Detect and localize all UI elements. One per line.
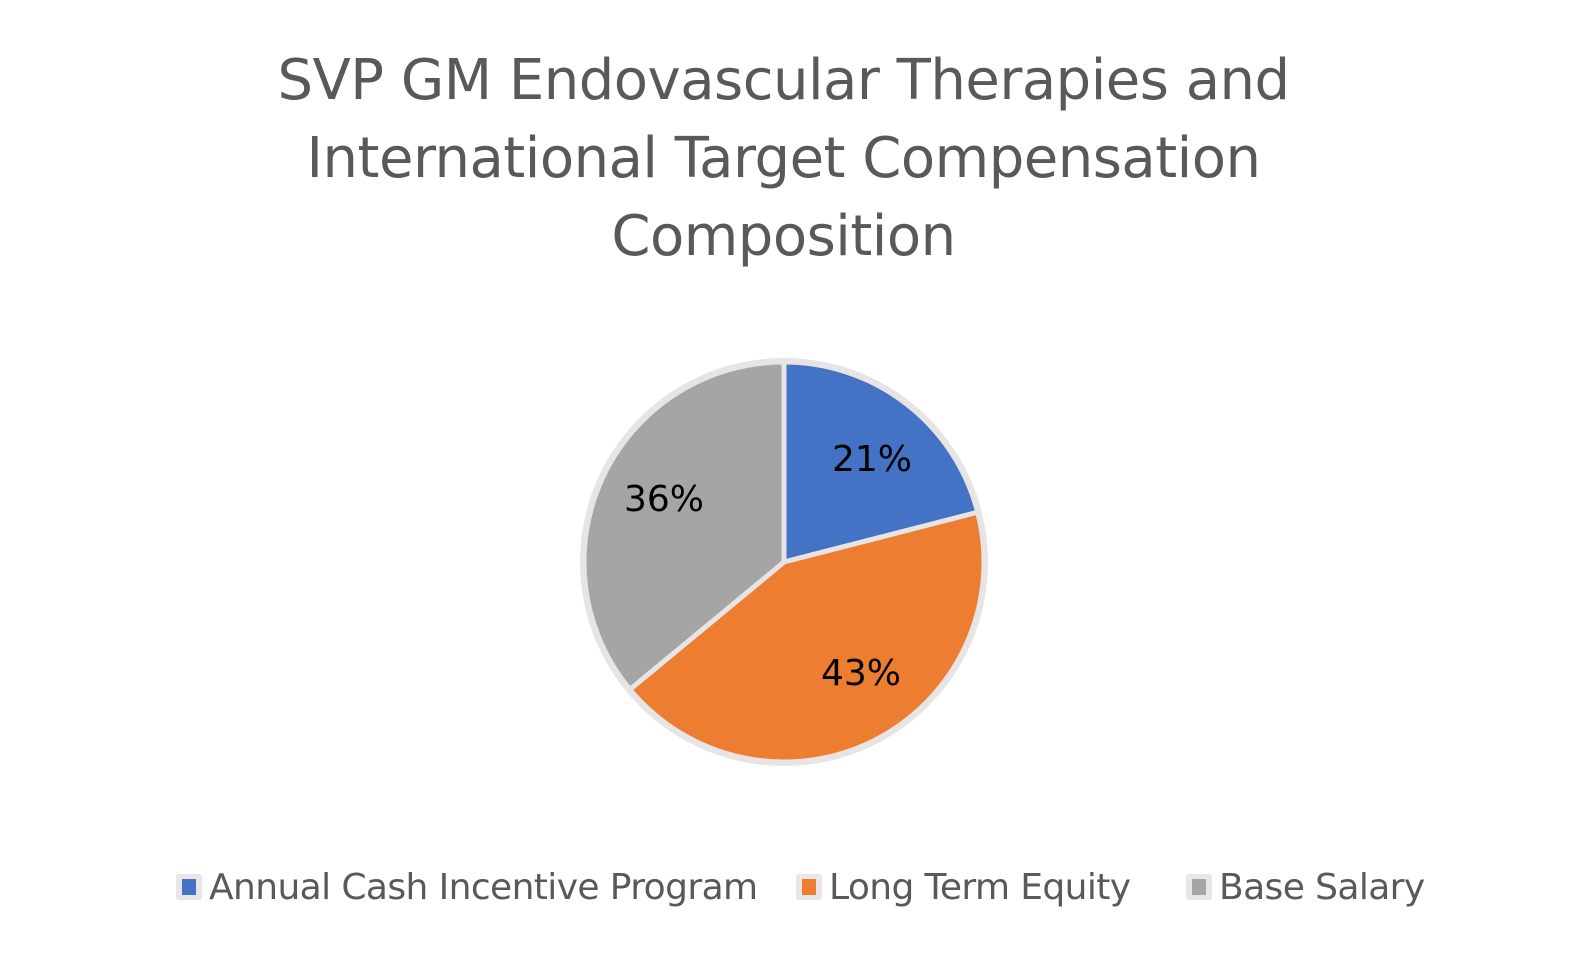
- legend-label: Base Salary: [1219, 866, 1425, 908]
- chart-title-line-2: International Target Compensation: [306, 126, 1261, 191]
- legend-swatch-orange: [802, 879, 816, 895]
- legend-swatch-blue: [182, 879, 196, 895]
- chart-title-line-1: SVP GM Endovascular Therapies and: [277, 48, 1290, 113]
- legend-item-base-salary: Base Salary: [1186, 862, 1425, 912]
- legend-swatch-gray: [1192, 879, 1206, 895]
- data-label: 43%: [821, 653, 901, 694]
- pie-slice-base-salary: [581, 359, 787, 692]
- pie-slice-long-term-equity: [627, 509, 987, 765]
- legend-item-long-term-equity: Long Term Equity: [796, 862, 1131, 912]
- chart-title-line-3: Composition: [611, 204, 956, 269]
- data-labels: 21% 43% 36%: [624, 439, 912, 694]
- pie-slice-annual-cash-incentive-program: [781, 359, 981, 565]
- data-label: 36%: [624, 479, 704, 520]
- legend-label: Long Term Equity: [829, 866, 1131, 908]
- legend: Annual Cash Incentive Program Long Term …: [0, 862, 1587, 912]
- data-label: 21%: [832, 439, 912, 480]
- legend-item-annual-cash-incentive: Annual Cash Incentive Program: [176, 862, 758, 912]
- pie-slices: [581, 359, 987, 765]
- chart-title: SVP GM Endovascular Therapies and Intern…: [0, 42, 1567, 276]
- legend-label: Annual Cash Incentive Program: [209, 866, 758, 908]
